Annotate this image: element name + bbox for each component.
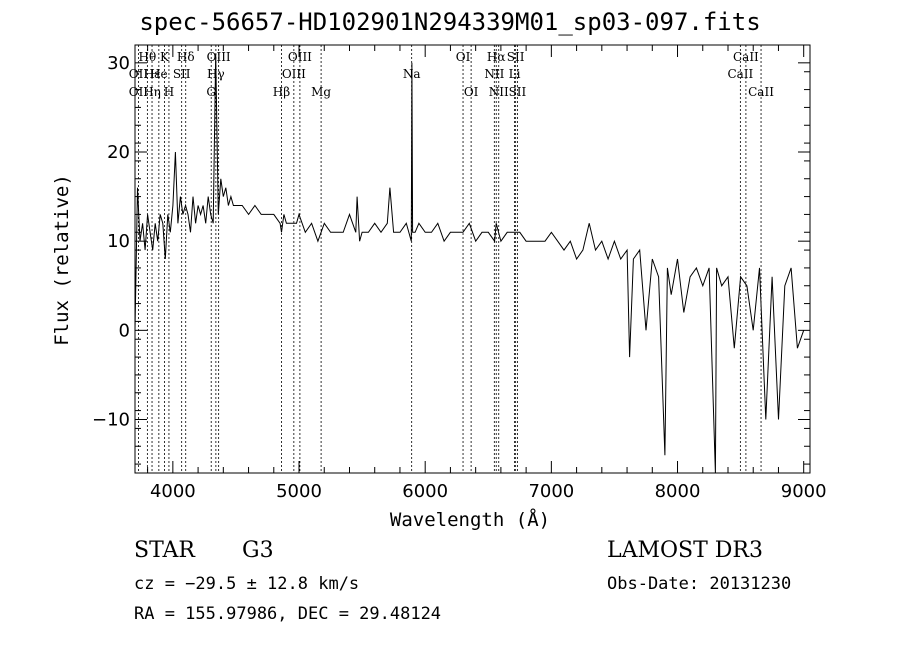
line-id-label: Mg (311, 85, 331, 99)
y-tick-label: 30 (107, 53, 130, 74)
line-id-label: OII (129, 85, 149, 99)
y-tick-label: −10 (92, 410, 130, 431)
line-id-label: CaII (748, 85, 774, 99)
line-id-label: Hδ (177, 50, 195, 64)
line-id-label: Hα (487, 50, 506, 64)
coordinates: RA = 155.97986, DEC = 29.48124 (134, 604, 442, 624)
y-tick-label: 10 (107, 231, 130, 252)
x-tick-label: 5000 (276, 481, 322, 502)
plot-frame (134, 44, 811, 474)
line-id-label: Hθ (139, 50, 157, 64)
line-id-label: OI (464, 85, 479, 99)
line-id-label: He (150, 67, 168, 81)
x-axis: 4000 5000 6000 7000 8000 9000 (147, 45, 827, 502)
line-id-label: Hη (143, 85, 161, 99)
x-axis-label: Wavelength (Å) (389, 509, 551, 531)
line-id-label: OI (456, 50, 471, 64)
line-id-label: K (160, 50, 170, 64)
object-class: STAR (134, 538, 195, 563)
line-id-label: CaII (733, 50, 759, 64)
y-axis: −10 0 10 20 30 (92, 53, 810, 465)
chart-title: spec-56657-HD102901N294339M01_sp03-097.f… (139, 8, 761, 36)
y-tick-label: 20 (107, 142, 130, 163)
survey-name: LAMOST DR3 (607, 538, 763, 563)
line-id-label: G (206, 85, 216, 99)
line-id-label: H (164, 85, 174, 99)
x-tick-label: 6000 (402, 481, 448, 502)
line-id-label: OII (129, 67, 149, 81)
spectrum-series-line (134, 53, 805, 474)
y-axis-label: Flux (relative) (51, 174, 73, 346)
observation-date: Obs-Date: 20131230 (607, 574, 792, 594)
line-id-label: SII (509, 85, 527, 99)
line-id-label: Li (509, 67, 521, 81)
line-id-label: OIII (288, 50, 312, 64)
line-id-label: Hε (144, 67, 161, 81)
redshift-velocity: cz = −29.5 ± 12.8 km/s (134, 574, 360, 594)
line-id-label: Hβ (273, 85, 290, 99)
x-tick-label: 4000 (150, 481, 196, 502)
line-id-label: CaII (727, 67, 753, 81)
line-id-label: SII (507, 50, 525, 64)
x-tick-label: 9000 (781, 481, 827, 502)
line-markers (138, 45, 762, 473)
line-id-label: OIII (207, 50, 231, 64)
y-tick-label: 0 (119, 320, 130, 341)
x-tick-label: 7000 (528, 481, 574, 502)
x-tick-label: 8000 (655, 481, 701, 502)
line-id-label: NII (484, 67, 504, 81)
line-id-label: OIII (282, 67, 306, 81)
object-subclass: G3 (242, 538, 274, 563)
line-id-label: NII (489, 85, 509, 99)
line-id-label: SII (173, 67, 191, 81)
